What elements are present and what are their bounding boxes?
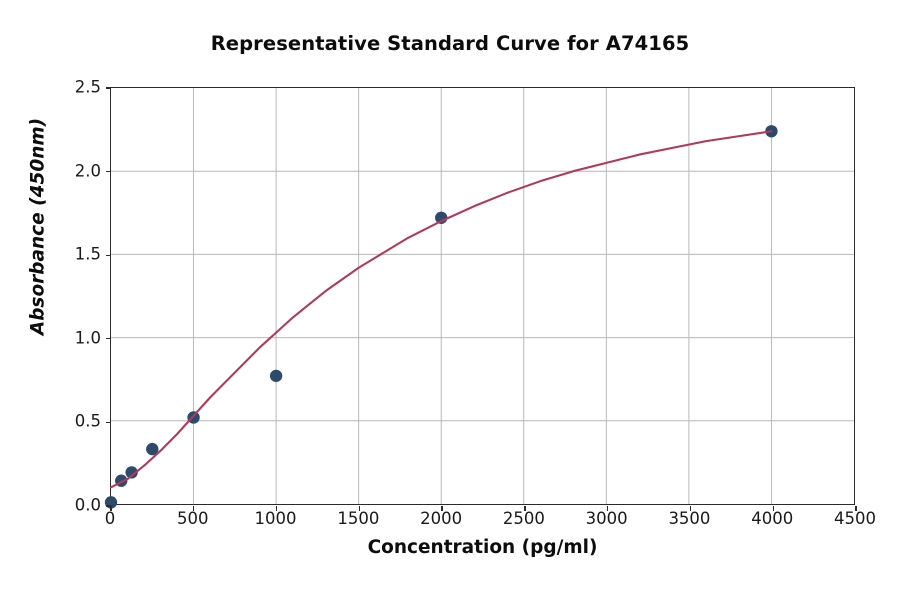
- y-tick-mark: [106, 170, 111, 173]
- x-tick-mark: [607, 506, 609, 511]
- data-point-marker: [435, 211, 448, 224]
- data-point-marker: [146, 442, 159, 456]
- x-tick-label: 0: [104, 509, 116, 528]
- y-axis-label: Absorbance (450nm): [27, 117, 49, 336]
- y-axis-tick-labels: 0.0 0.5 1.0 1.5 2.0 2.5: [48, 78, 101, 515]
- x-tick-label: 500: [177, 509, 209, 528]
- y-tick-label: 1.5: [74, 244, 101, 264]
- x-tick-mark: [772, 506, 774, 511]
- x-tick-label: 4500: [834, 509, 876, 528]
- y-tick-label: 1.0: [74, 328, 101, 348]
- x-tick-mark: [855, 506, 857, 511]
- y-tick-mark: [106, 254, 111, 256]
- x-tick-mark: [524, 506, 526, 511]
- y-tick-mark: [106, 338, 111, 340]
- x-tick-label: 4000: [751, 509, 794, 528]
- x-tick-label: 1500: [337, 509, 380, 528]
- chart-title: Representative Standard Curve for A74165: [210, 32, 690, 55]
- data-point-marker: [125, 466, 138, 479]
- y-tick-label: 0.5: [74, 411, 101, 431]
- data-series-layer: [104, 125, 778, 509]
- fitted-curve: [109, 130, 773, 489]
- y-tick-label: 2.5: [74, 77, 101, 97]
- x-tick-mark: [193, 506, 195, 511]
- x-tick-label: 2500: [502, 509, 545, 528]
- x-tick-label: 1000: [254, 509, 297, 528]
- y-tick-mark: [106, 87, 111, 89]
- plot-area: [104, 87, 857, 511]
- x-tick-mark: [110, 506, 112, 511]
- y-tick-label: 2.0: [74, 161, 101, 181]
- data-point-marker: [269, 369, 283, 383]
- x-tick-label: 3500: [668, 509, 711, 528]
- x-tick-mark: [358, 506, 360, 511]
- x-axis-tick-labels: 0 500 1000 1500 2000 2500 3000 3500 4000 4500: [105, 509, 876, 535]
- x-axis-label: Concentration (pg/ml): [367, 537, 598, 558]
- x-tick-mark: [275, 506, 278, 511]
- y-tick-label: 0.0: [74, 495, 101, 515]
- grid-lines: [111, 88, 854, 504]
- x-tick-label: 3000: [585, 509, 628, 528]
- y-tick-mark: [106, 505, 111, 507]
- x-tick-mark: [441, 506, 443, 511]
- y-tick-mark: [106, 421, 111, 424]
- x-tick-label: 2000: [420, 509, 463, 528]
- x-tick-mark: [689, 506, 692, 511]
